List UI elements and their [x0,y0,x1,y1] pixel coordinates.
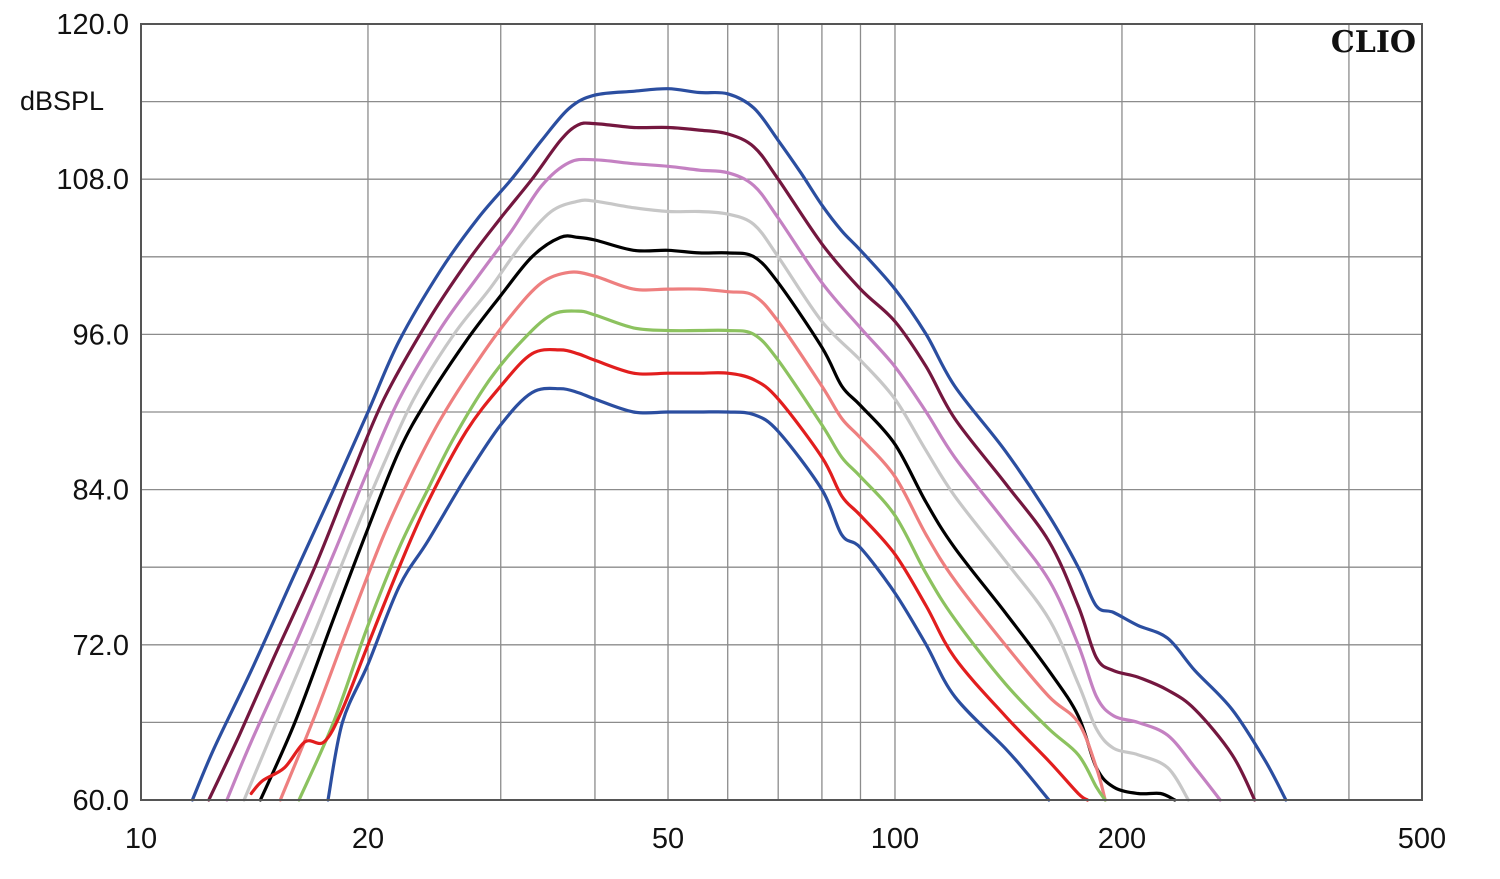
plot-border [140,23,1423,801]
y-tick-label: 120.0 [56,9,129,41]
response-curve-9 [326,386,1051,802]
axis-labels: dBSPL CLIO 120.0 108.0 96.0 84.0 72.0 60.0 10 2… [20,9,1446,855]
x-tick-label: 200 [1098,823,1146,855]
y-tick-label: 72.0 [73,630,129,662]
response-curve-5 [258,234,1177,802]
x-tick-label: 500 [1398,823,1446,855]
clio-brand-mark: CLIO [1331,25,1416,60]
plot-frame [140,23,1423,801]
response-curve-7 [297,309,1107,802]
response-curve-8 [249,347,1090,802]
response-curve-6 [278,270,1107,802]
response-curve-4 [242,198,1190,802]
x-tick-label: 100 [871,823,919,855]
y-tick-label: 96.0 [73,319,129,351]
response-curves [190,87,1288,802]
response-curve-3 [225,157,1222,802]
response-curve-1 [190,87,1288,802]
y-tick-label: 60.0 [73,785,129,817]
x-tick-label: 10 [125,823,157,855]
y-axis-label: dBSPL [20,86,104,116]
x-tick-label: 20 [352,823,384,855]
y-tick-label: 84.0 [73,475,129,507]
x-tick-label: 50 [652,823,684,855]
response-curve-2 [207,121,1257,802]
y-tick-label: 108.0 [56,164,129,196]
grid-lines [141,24,1422,800]
